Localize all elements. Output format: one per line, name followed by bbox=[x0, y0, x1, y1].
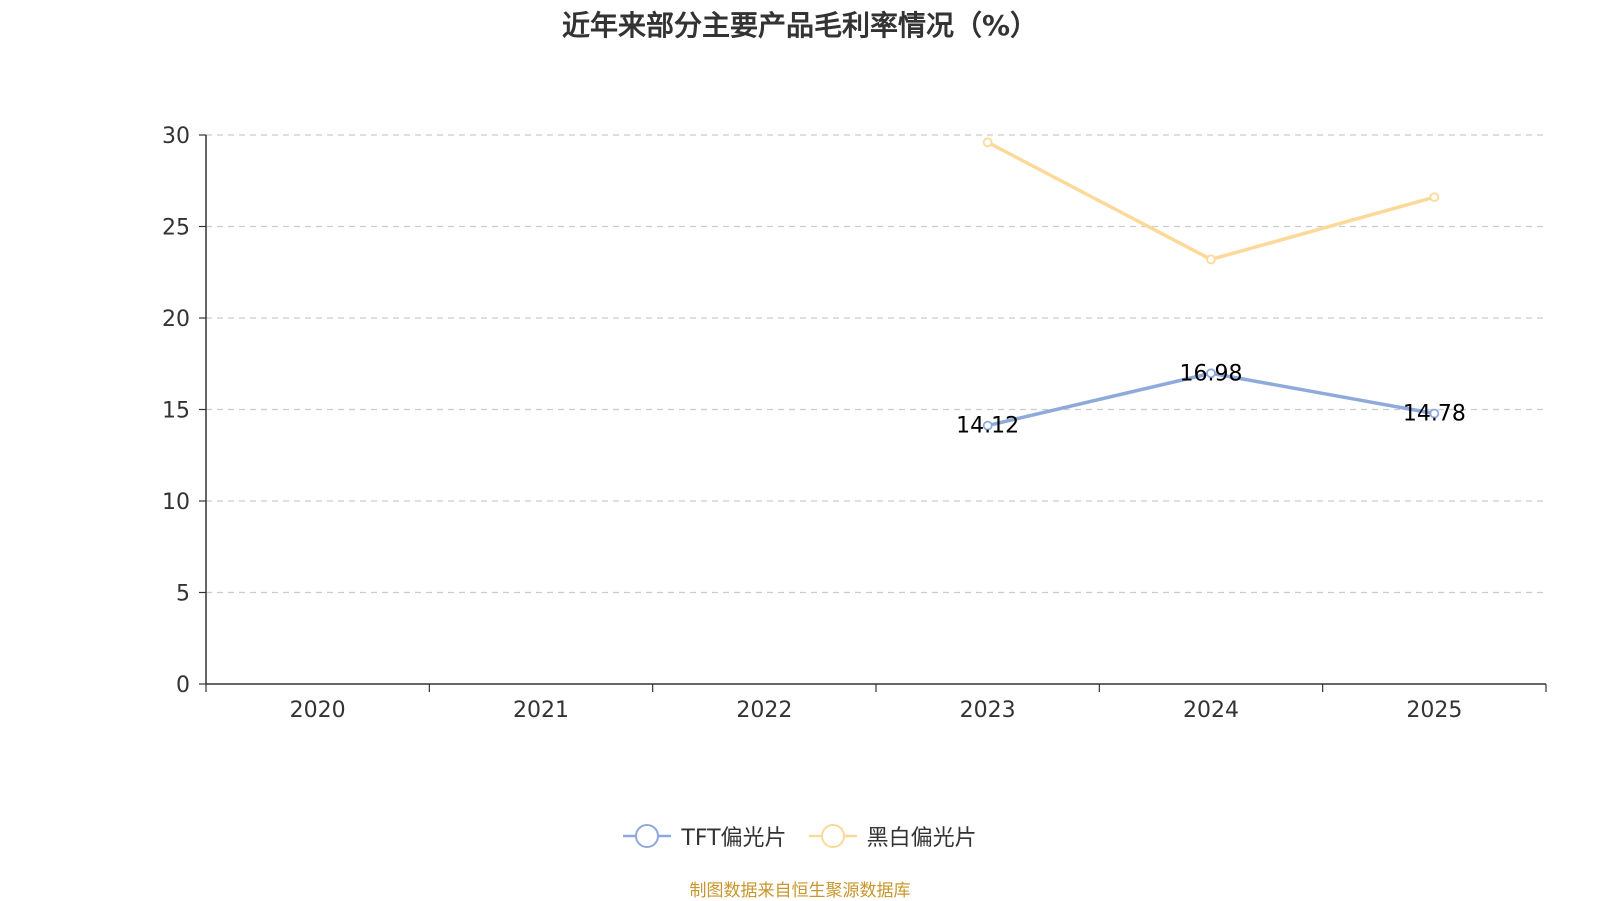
series-line bbox=[985, 140, 1437, 262]
y-tick-label: 5 bbox=[176, 582, 190, 607]
data-point bbox=[982, 137, 993, 148]
grid-lines bbox=[206, 134, 1546, 594]
y-tick-label: 10 bbox=[162, 490, 190, 515]
y-tick-label: 25 bbox=[162, 216, 190, 241]
data-labels: 14.12 16.98 14.78 bbox=[956, 361, 1466, 438]
x-tick-label: 2020 bbox=[290, 698, 346, 723]
chart-title: 近年来部分主要产品毛利率情况（%） bbox=[561, 9, 1039, 42]
legend-label: 黑白偏光片 bbox=[866, 826, 977, 851]
legend-label: TFT偏光片 bbox=[681, 826, 787, 851]
legend-marker-icon bbox=[808, 824, 857, 848]
x-tick-label: 2022 bbox=[736, 698, 792, 723]
y-tick-label: 15 bbox=[162, 399, 190, 424]
legend-item[interactable]: 黑白偏光片 bbox=[808, 820, 977, 852]
y-tick-label: 30 bbox=[162, 124, 190, 149]
legend-circle bbox=[820, 824, 845, 848]
data-point bbox=[1429, 192, 1440, 203]
data-label: 14.12 bbox=[956, 414, 1019, 439]
series-lines bbox=[982, 137, 1440, 431]
legend: TFT偏光片 黑白偏光片 bbox=[0, 820, 1600, 852]
data-label: 14.78 bbox=[1403, 402, 1466, 427]
legend-item[interactable]: TFT偏光片 bbox=[623, 820, 787, 852]
y-tick-label: 0 bbox=[176, 673, 190, 698]
y-tick-label: 20 bbox=[162, 307, 190, 332]
data-point bbox=[1206, 368, 1216, 379]
x-tick-label: 2021 bbox=[513, 698, 569, 723]
x-tick-label: 2025 bbox=[1406, 698, 1462, 723]
x-tick-label: 2023 bbox=[960, 698, 1016, 723]
data-label: 16.98 bbox=[1180, 361, 1243, 386]
data-point bbox=[1206, 254, 1216, 265]
source-note: 制图数据来自恒生聚源数据库 bbox=[689, 881, 911, 901]
legend-circle bbox=[635, 824, 660, 848]
data-point bbox=[982, 420, 993, 431]
data-point bbox=[1429, 408, 1440, 419]
legend-marker-icon bbox=[623, 824, 672, 848]
x-tick-label: 2024 bbox=[1183, 698, 1239, 723]
